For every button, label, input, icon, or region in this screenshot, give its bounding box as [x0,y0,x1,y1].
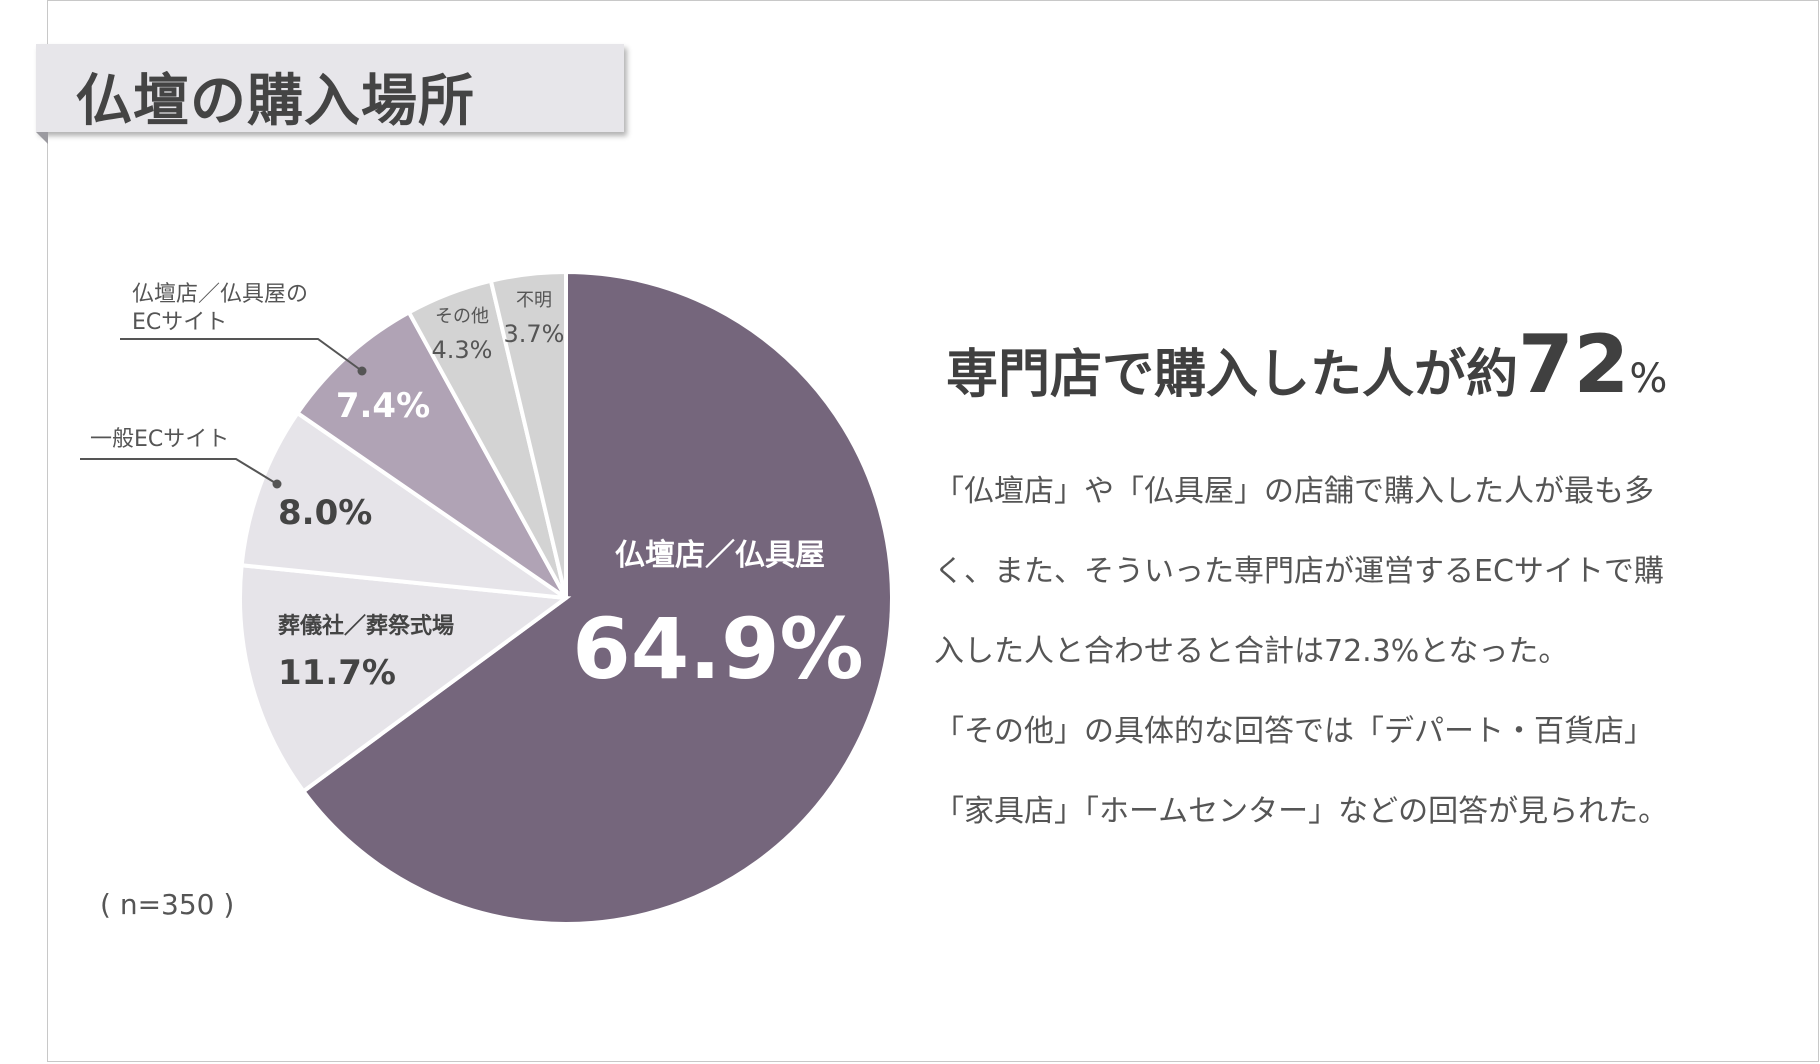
slice-value-label: 4.3% [432,336,493,364]
paragraph-line: 「家具店」「ホームセンター」などの回答が見られた。 [934,794,1669,829]
slice-name-label: 仏壇店／仏具屋 [615,538,825,573]
summary-headline: 専門店で購入した人が約72% [946,318,1667,411]
sample-size-note: ( n=350 ) [100,888,235,921]
slice-value-label: 8.0% [278,493,372,533]
paragraph-line: く、また、そういった専門店が運営するECサイトで購 [934,554,1664,589]
pie-slice [488,269,568,599]
leader-line [80,458,278,485]
pie-slice [300,269,894,926]
paragraph-line: 「仏壇店」や「仏具屋」の店舗で購入した人が最も多 [934,474,1654,509]
leader-line [120,338,363,372]
slice-name-label: 仏壇店／仏具屋の [132,282,308,307]
slice-name-label: ECサイト [132,310,227,335]
slice-name-label: 不明 [516,290,552,311]
slice-value-label: 3.7% [504,320,565,348]
headline-number: 72 [1518,318,1630,411]
title-banner-fold [36,132,48,144]
pie-slice [238,563,572,795]
leader-dot [357,366,367,376]
slice-name-label: その他 [435,306,489,327]
page-title: 仏壇の購入場所 [76,69,475,134]
paragraph-line: 「その他」の具体的な回答では「デパート・百貨店」 [934,714,1654,749]
slice-value-label: 64.9% [572,600,863,698]
title-banner [36,44,624,132]
paragraph-line: 入した人と合わせると合計は72.3%となった。 [934,634,1569,669]
slide-frame [47,0,1819,1062]
headline-text: 専門店で購入した人が約 [946,345,1519,405]
pie-slice [294,309,568,600]
slice-value-label: 11.7% [278,653,396,693]
leader-dot [272,479,282,489]
slice-value-label: 7.4% [336,386,430,426]
pie-slice [239,410,568,600]
slice-name-label: 葬儀社／葬祭式場 [278,613,454,639]
summary-paragraph: 「仏壇店」や「仏具屋」の店舗で購入した人が最も多 く、また、そういった専門店が運… [934,452,1794,852]
headline-unit: % [1629,356,1668,402]
slice-name-label: 一般ECサイト [90,427,229,452]
